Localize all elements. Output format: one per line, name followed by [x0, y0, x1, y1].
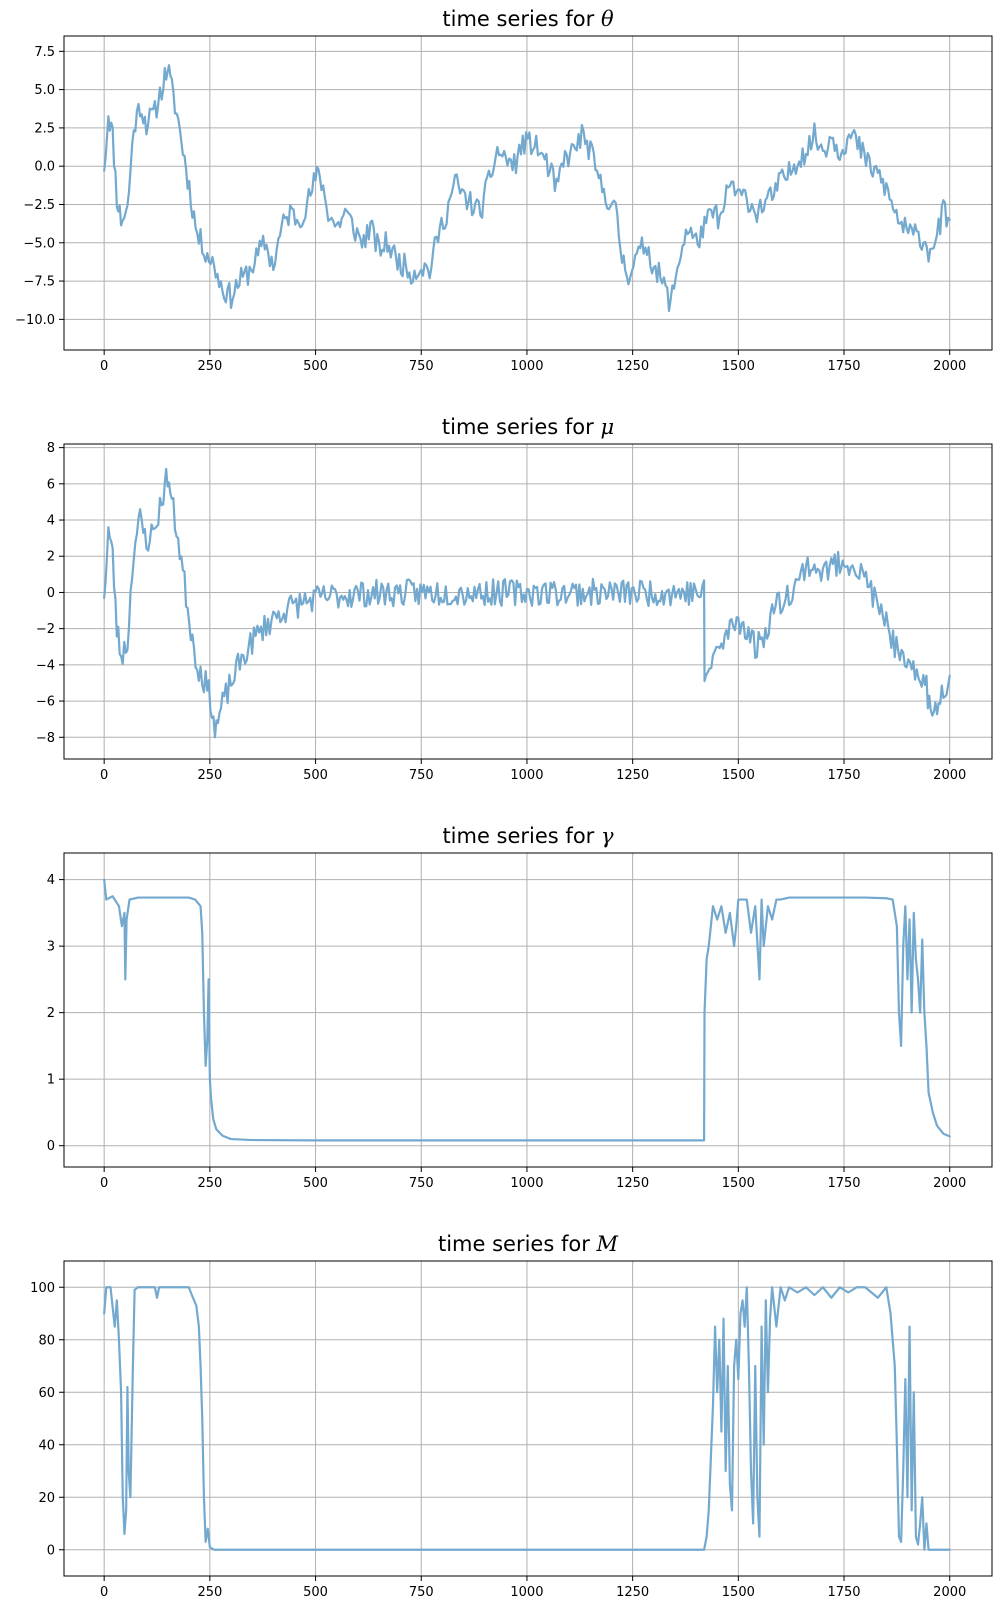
x-tick-label: 2000 — [933, 768, 966, 783]
y-tick-label: −5.0 — [23, 236, 55, 251]
x-tick-label: 0 — [100, 1585, 108, 1600]
x-tick-label: 250 — [197, 1585, 222, 1600]
x-tick-label: 0 — [100, 768, 108, 783]
x-tick-label: 750 — [409, 1176, 434, 1191]
subplot-title: time series for θ — [442, 7, 614, 31]
x-tick-label: 1750 — [827, 768, 860, 783]
x-tick-label: 500 — [303, 1176, 328, 1191]
x-tick-label: 250 — [197, 359, 222, 374]
x-tick-label: 1250 — [616, 1176, 649, 1191]
x-tick-label: 1250 — [616, 768, 649, 783]
y-tick-label: 5.0 — [34, 83, 55, 98]
series-line — [103, 1286, 951, 1551]
subplot-2: 0 250 500 750 1000 1250 1500 1750 2000 0 1 2 3 4 time … — [47, 824, 993, 1191]
x-tick-label: 1500 — [722, 1176, 755, 1191]
x-tick-label: 1500 — [722, 1585, 755, 1600]
axes-frame — [63, 443, 993, 760]
x-tick-label: 0 — [100, 1176, 108, 1191]
y-tick-label: 2 — [47, 1006, 55, 1021]
y-tick-label: 0 — [47, 1139, 55, 1154]
subplot-title: time series for γ — [442, 824, 614, 848]
y-tick-label: 40 — [38, 1438, 55, 1453]
x-tick-label: 1750 — [827, 1585, 860, 1600]
series-line — [103, 64, 951, 313]
y-tick-label: −8 — [36, 731, 55, 746]
x-tick-label: 250 — [197, 1176, 222, 1191]
x-tick-label: 750 — [409, 1585, 434, 1600]
x-tick-label: 500 — [303, 1585, 328, 1600]
y-tick-label: 7.5 — [34, 45, 55, 60]
y-tick-label: −7.5 — [23, 275, 55, 290]
subplot-0: 0 250 500 750 1000 1250 1500 1750 2000 −10.0 −7.5 −… — [15, 7, 993, 374]
y-tick-label: 3 — [47, 940, 55, 955]
subplot-title: time series for μ — [442, 415, 614, 439]
y-tick-label: 1 — [47, 1073, 55, 1088]
x-tick-label: 1500 — [722, 768, 755, 783]
y-tick-label: 80 — [38, 1333, 55, 1348]
y-tick-label: 6 — [47, 477, 55, 492]
axes-frame — [63, 852, 993, 1168]
x-tick-label: 2000 — [933, 359, 966, 374]
y-tick-label: 4 — [47, 514, 55, 529]
x-tick-label: 1750 — [827, 359, 860, 374]
x-tick-label: 250 — [197, 768, 222, 783]
x-tick-label: 1000 — [510, 1176, 543, 1191]
x-tick-label: 1000 — [510, 359, 543, 374]
y-tick-label: 20 — [38, 1491, 55, 1506]
y-tick-label: −6 — [36, 695, 55, 710]
y-tick-label: 2 — [47, 550, 55, 565]
y-tick-label: 0.0 — [34, 160, 55, 175]
y-tick-label: 4 — [47, 873, 55, 888]
subplot-1: 0 250 500 750 1000 1250 1500 1750 2000 −8 −6 −4 −2 0 2… — [36, 415, 993, 783]
x-tick-label: 1250 — [616, 1585, 649, 1600]
y-tick-label: 0 — [47, 1543, 55, 1558]
x-tick-label: 2000 — [933, 1585, 966, 1600]
x-tick-label: 750 — [409, 359, 434, 374]
y-tick-label: 100 — [30, 1281, 55, 1296]
axes-frame — [63, 1260, 993, 1577]
x-tick-label: 750 — [409, 768, 434, 783]
y-tick-label: 2.5 — [34, 121, 55, 136]
x-tick-label: 1250 — [616, 359, 649, 374]
y-tick-label: 8 — [47, 441, 55, 456]
x-tick-label: 1750 — [827, 1176, 860, 1191]
y-tick-label: −10.0 — [15, 313, 55, 328]
series-line — [103, 878, 951, 1142]
y-tick-label: −2.5 — [23, 198, 55, 213]
x-tick-label: 2000 — [933, 1176, 966, 1191]
x-tick-label: 1000 — [510, 1585, 543, 1600]
axes-frame — [63, 35, 993, 351]
y-tick-label: −4 — [36, 658, 55, 673]
x-tick-label: 500 — [303, 359, 328, 374]
y-tick-label: 0 — [47, 586, 55, 601]
x-tick-label: 1000 — [510, 768, 543, 783]
series-line — [103, 467, 951, 739]
x-tick-label: 500 — [303, 768, 328, 783]
x-tick-label: 1500 — [722, 359, 755, 374]
x-tick-label: 0 — [100, 359, 108, 374]
y-tick-label: 60 — [38, 1386, 55, 1401]
subplot-title: time series for M — [438, 1232, 619, 1256]
y-tick-label: −2 — [36, 622, 55, 637]
subplot-3: 0 250 500 750 1000 1250 1500 1750 2000 0 20 40 60 80 1… — [30, 1232, 993, 1600]
